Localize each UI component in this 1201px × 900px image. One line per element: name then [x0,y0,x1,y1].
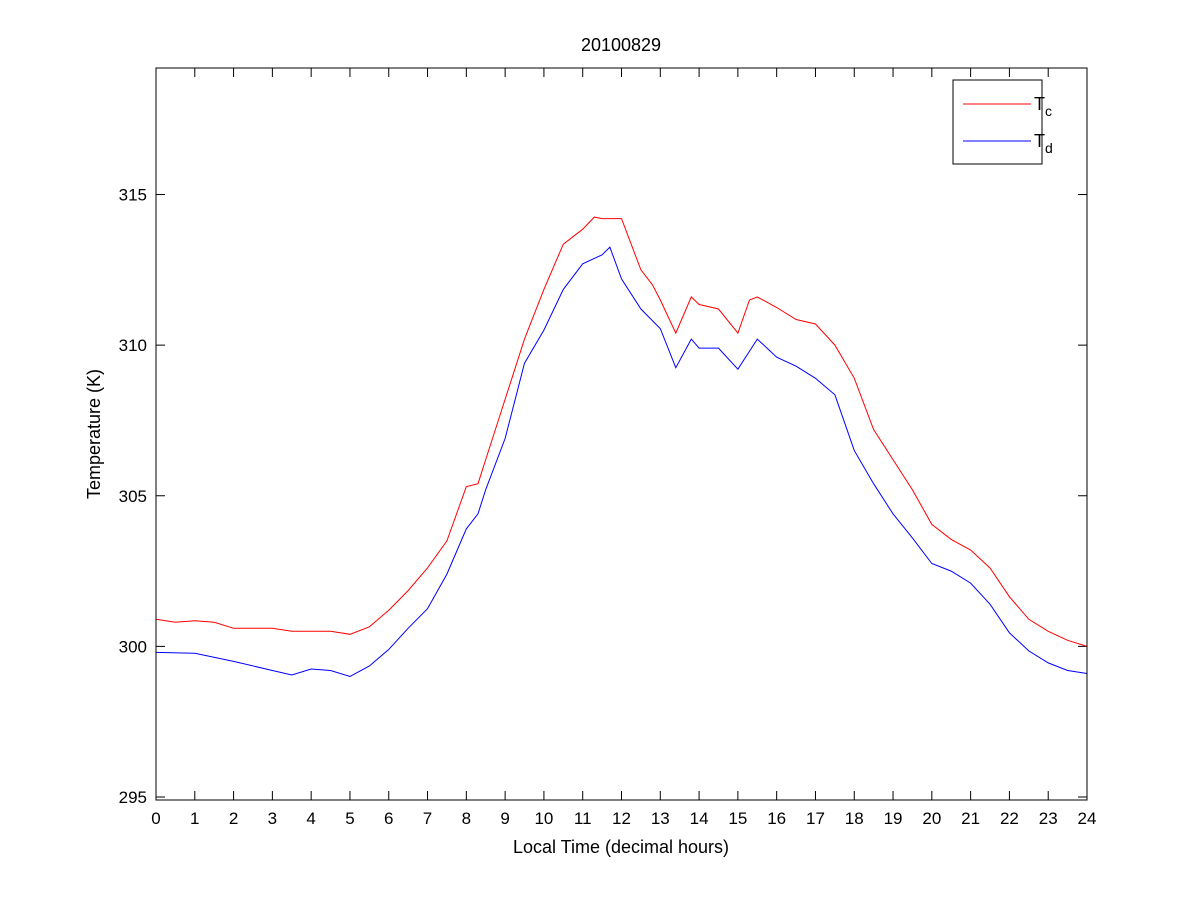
x-tick-label: 3 [268,809,277,828]
x-tick-label: 2 [229,809,238,828]
x-tick-label: 5 [345,809,354,828]
x-tick-label: 22 [1000,809,1019,828]
y-axis-label: Temperature (K) [84,369,104,499]
x-tick-label: 8 [462,809,471,828]
y-tick-label: 300 [119,637,147,656]
y-tick-label: 305 [119,487,147,506]
x-tick-label: 7 [423,809,432,828]
x-tick-label: 15 [728,809,747,828]
legend: Tc Td [952,79,1053,165]
x-tick-label: 1 [190,809,199,828]
x-tick-label: 21 [961,809,980,828]
legend-label-td: Td [1034,131,1053,156]
plot-area-frame [155,67,1088,801]
x-tick-label: 12 [612,809,631,828]
x-tick-label: 23 [1039,809,1058,828]
y-tick-label: 295 [119,788,147,807]
x-tick-label: 18 [845,809,864,828]
x-tick-label: 13 [651,809,670,828]
x-tick-label: 20 [922,809,941,828]
x-tick-label: 9 [500,809,509,828]
x-tick-label: 17 [806,809,825,828]
x-tick-label: 16 [767,809,786,828]
x-axis-label: Local Time (decimal hours) [513,837,729,857]
series-line-tc [155,216,1088,647]
y-tick-label: 315 [119,186,147,205]
legend-label-tc: Tc [1034,94,1052,119]
x-tick-label: 11 [574,809,592,828]
x-tick-label: 19 [884,809,903,828]
x-tick-label: 24 [1078,809,1097,828]
x-tick-label: 10 [534,809,553,828]
x-tick-label: 4 [306,809,315,828]
x-tick-label: 0 [151,809,160,828]
x-tick-label: 14 [690,809,709,828]
chart-title: 20100829 [581,35,661,55]
y-tick-label: 310 [119,336,147,355]
x-tick-label: 6 [384,809,393,828]
